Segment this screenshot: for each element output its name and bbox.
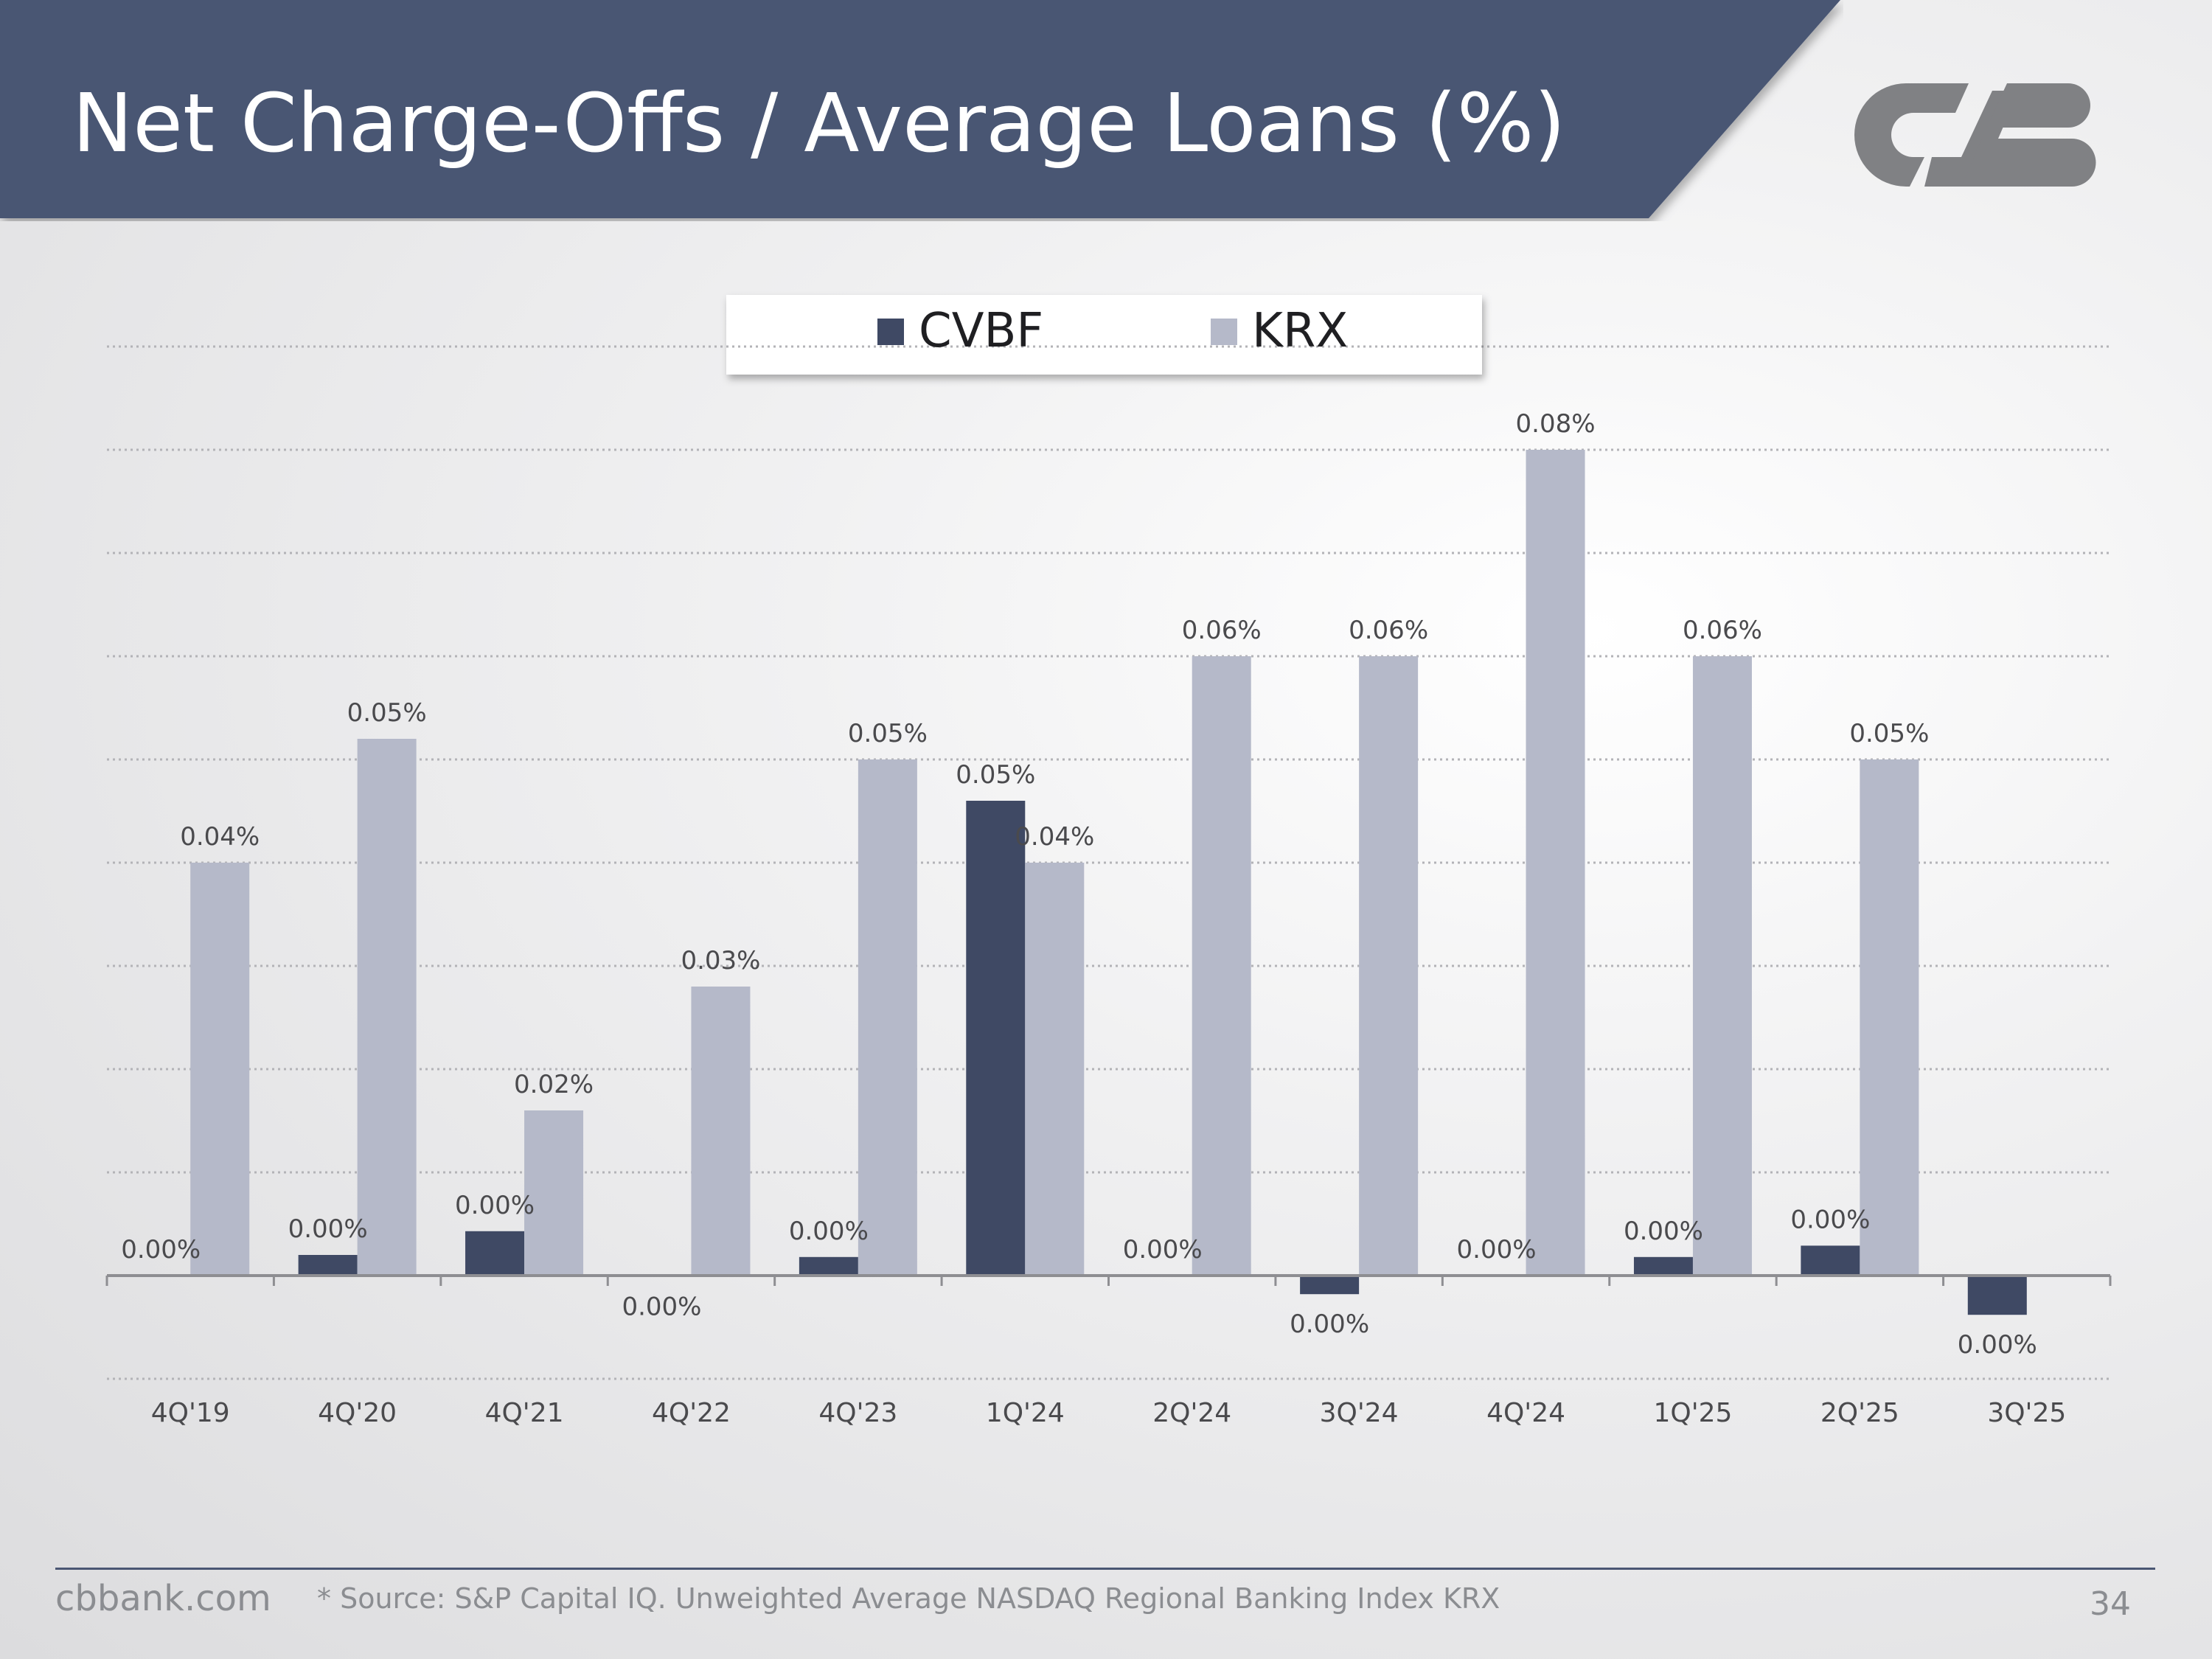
data-label-krx-2: 0.02% [514,1070,594,1099]
bar-krx-6 [1192,656,1251,1276]
bar-cvbf-9 [1633,1256,1693,1276]
legend-swatch-krx [1211,319,1237,345]
x-tick-label: 4Q'23 [818,1398,897,1428]
x-tick-label: 2Q'25 [1820,1398,1899,1428]
data-label-krx-6: 0.06% [1182,616,1262,645]
data-label-cvbf-1: 0.00% [288,1214,368,1244]
x-tick-label: 1Q'25 [1653,1398,1732,1428]
x-tick-label: 4Q'22 [652,1398,731,1428]
x-tick-label: 2Q'24 [1152,1398,1231,1428]
data-label-krx-8: 0.08% [1516,409,1596,439]
data-label-cvbf-5: 0.05% [956,760,1035,790]
bar-cvbf-11 [1967,1276,2027,1315]
data-label-cvbf-0: 0.00% [121,1235,201,1265]
data-label-krx-5: 0.04% [1015,822,1094,852]
data-label-cvbf-8: 0.00% [1457,1235,1537,1265]
page-number: 34 [2090,1585,2131,1623]
data-label-krx-9: 0.06% [1683,616,1762,645]
bar-krx-9 [1692,656,1752,1276]
bar-cvbf-7 [1300,1276,1360,1295]
bar-krx-5 [1025,863,1085,1276]
bar-krx-7 [1359,656,1419,1276]
legend-label-krx: KRX [1252,304,1348,358]
page-title: Net Charge-Offs / Average Loans (%) [72,76,1566,170]
title-banner [0,0,1840,218]
data-label-krx-1: 0.05% [347,698,427,728]
x-tick-label: 1Q'24 [986,1398,1065,1428]
bar-cvbf-10 [1801,1245,1860,1276]
data-label-cvbf-2: 0.00% [455,1191,535,1220]
bar-krx-8 [1526,450,1585,1276]
bar-krx-0 [190,863,250,1276]
legend-swatch-cvbf [877,319,904,345]
footer-website: cbbank.com [55,1578,271,1619]
data-label-krx-7: 0.06% [1349,616,1428,645]
data-label-cvbf-9: 0.00% [1624,1217,1703,1246]
x-tick-label: 4Q'19 [151,1398,230,1428]
data-label-krx-3: 0.03% [681,946,760,975]
x-tick-label: 3Q'25 [1987,1398,2066,1428]
bar-krx-4 [858,759,917,1276]
data-label-cvbf-4: 0.00% [789,1217,869,1246]
x-tick-label: 4Q'21 [485,1398,564,1428]
x-tick-label: 3Q'24 [1320,1398,1399,1428]
data-label-krx-4: 0.05% [848,719,928,748]
legend-box [726,295,1482,375]
bar-krx-2 [524,1110,584,1276]
bar-cvbf-5 [966,801,1026,1276]
bar-cvbf-4 [799,1256,858,1276]
data-label-cvbf-6: 0.00% [1123,1235,1203,1265]
data-label-cvbf-10: 0.00% [1790,1205,1870,1234]
x-tick-label: 4Q'24 [1486,1398,1565,1428]
data-label-cvbf-3: 0.00% [622,1292,701,1321]
bar-cvbf-2 [465,1231,525,1276]
bar-krx-3 [691,987,751,1276]
data-label-cvbf-11: 0.00% [1958,1330,2037,1360]
footer-source-note: * Source: S&P Capital IQ. Unweighted Ave… [317,1582,1500,1615]
bar-cvbf-1 [298,1255,358,1276]
bar-krx-1 [357,739,417,1276]
data-label-krx-10: 0.05% [1849,719,1929,748]
data-label-krx-0: 0.04% [180,822,260,852]
bar-krx-10 [1860,759,1919,1276]
x-tick-label: 4Q'20 [318,1398,397,1428]
legend-label-cvbf: CVBF [919,304,1043,358]
cvb-logo [1854,83,2096,187]
data-label-cvbf-7: 0.00% [1290,1310,1369,1339]
footer-divider [55,1568,2155,1570]
